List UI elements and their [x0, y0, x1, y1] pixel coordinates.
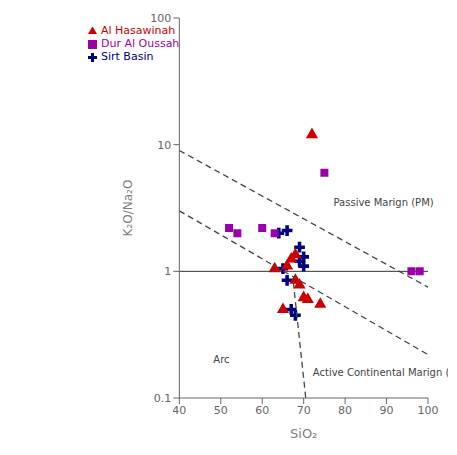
html-text:Sirt Basin: Sirt Basin — [101, 50, 154, 63]
svg-text:100: 100 — [418, 404, 439, 417]
svg-text:Passive Marign (PM): Passive Marign (PM) — [334, 197, 434, 208]
svg-text:50: 50 — [214, 404, 228, 417]
svg-text:Arc: Arc — [213, 354, 229, 365]
html-text:Al Hasawinah: Al Hasawinah — [101, 24, 176, 37]
svg-text:80: 80 — [338, 404, 352, 417]
svg-text:90: 90 — [380, 404, 394, 417]
svg-text:70: 70 — [297, 404, 311, 417]
svg-text:K₂O/Na₂O: K₂O/Na₂O — [121, 180, 135, 237]
svg-text:40: 40 — [172, 404, 186, 417]
svg-text:SiO₂: SiO₂ — [290, 426, 317, 441]
svg-text:Active Continental Marign (ACM: Active Continental Marign (ACM) — [313, 367, 448, 378]
svg-text:10: 10 — [157, 139, 171, 152]
svg-text:1: 1 — [164, 265, 171, 278]
html-text:Dur Al Oussah: Dur Al Oussah — [101, 37, 180, 50]
svg-text:0.1: 0.1 — [154, 392, 172, 405]
svg-text:60: 60 — [255, 404, 269, 417]
svg-text:100: 100 — [150, 12, 171, 25]
